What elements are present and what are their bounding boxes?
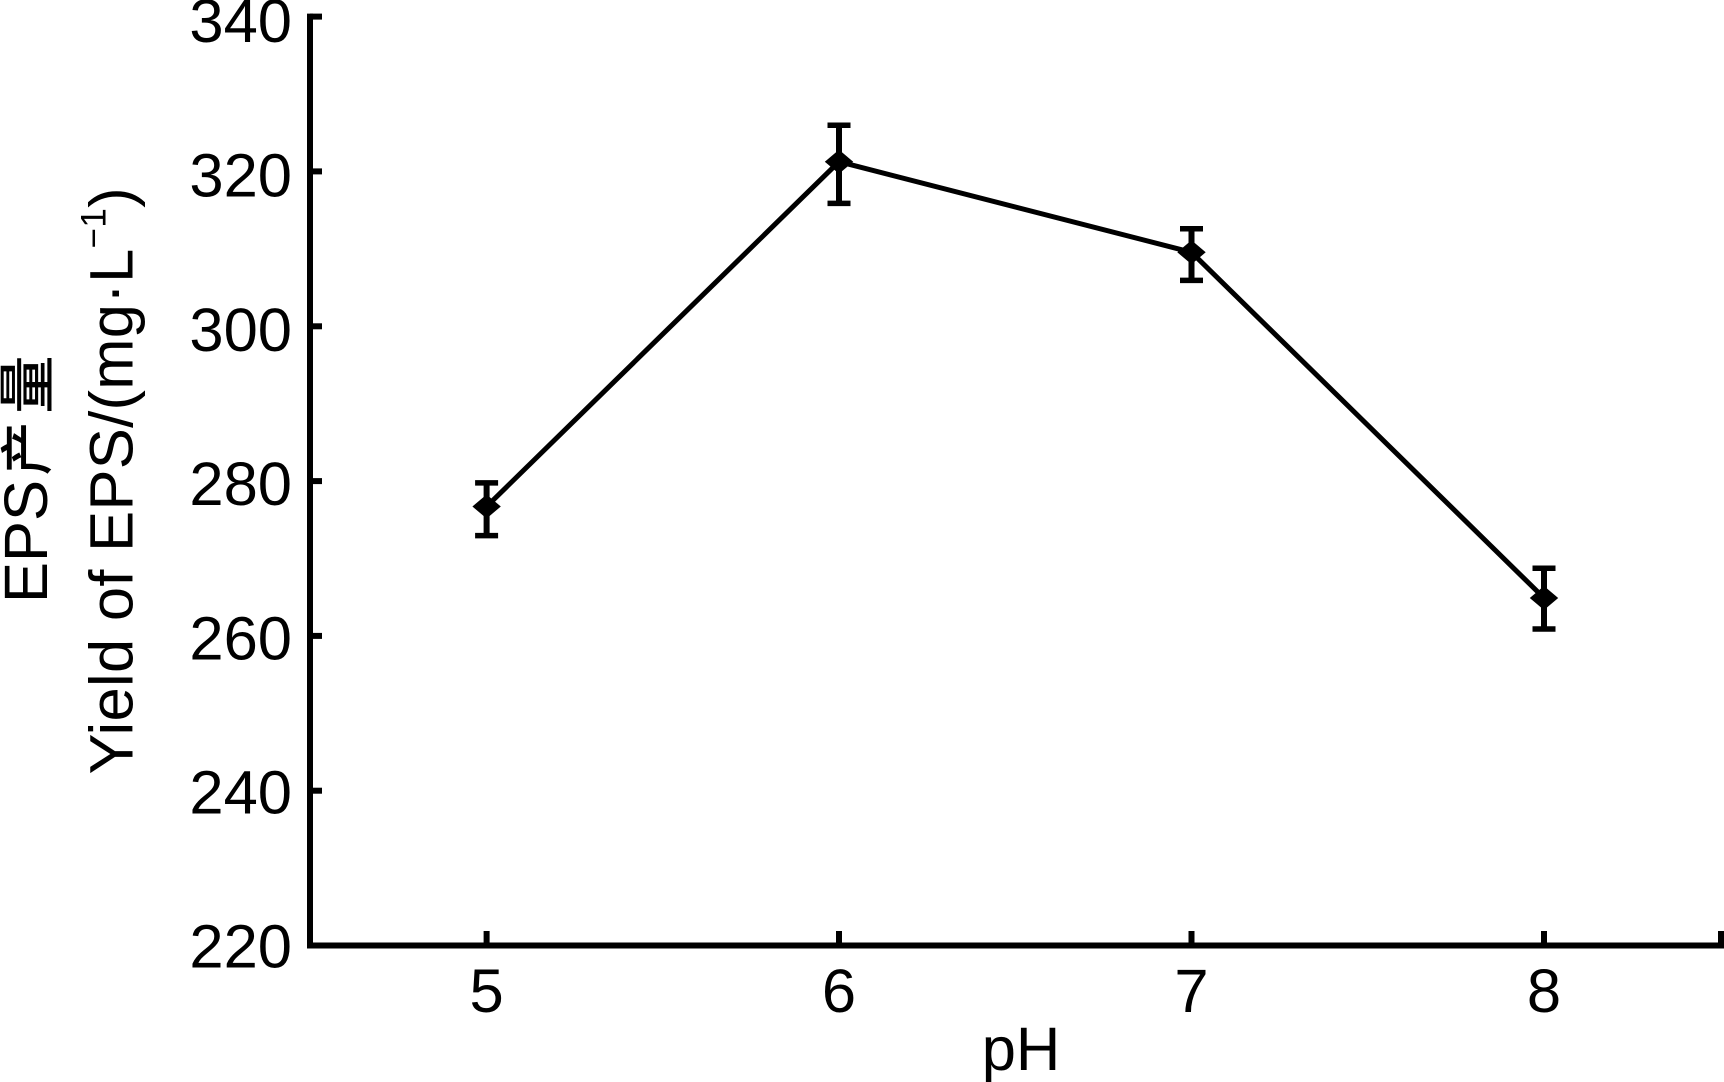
svg-text:280: 280	[189, 450, 292, 519]
svg-text:300: 300	[189, 296, 292, 365]
svg-text:5: 5	[469, 957, 503, 1026]
svg-text:Yield of EPS/(mg·L−1): Yield of EPS/(mg·L−1)	[75, 187, 147, 774]
svg-text:EPS: EPS	[0, 480, 61, 603]
svg-text:340: 340	[189, 0, 292, 56]
svg-text:220: 220	[189, 913, 292, 982]
svg-text:6: 6	[822, 957, 856, 1026]
svg-text:8: 8	[1527, 957, 1561, 1026]
svg-text:320: 320	[189, 141, 292, 210]
svg-text:pH: pH	[982, 1015, 1061, 1082]
svg-text:7: 7	[1174, 957, 1208, 1026]
svg-text:240: 240	[189, 759, 292, 828]
svg-text:260: 260	[189, 604, 292, 673]
